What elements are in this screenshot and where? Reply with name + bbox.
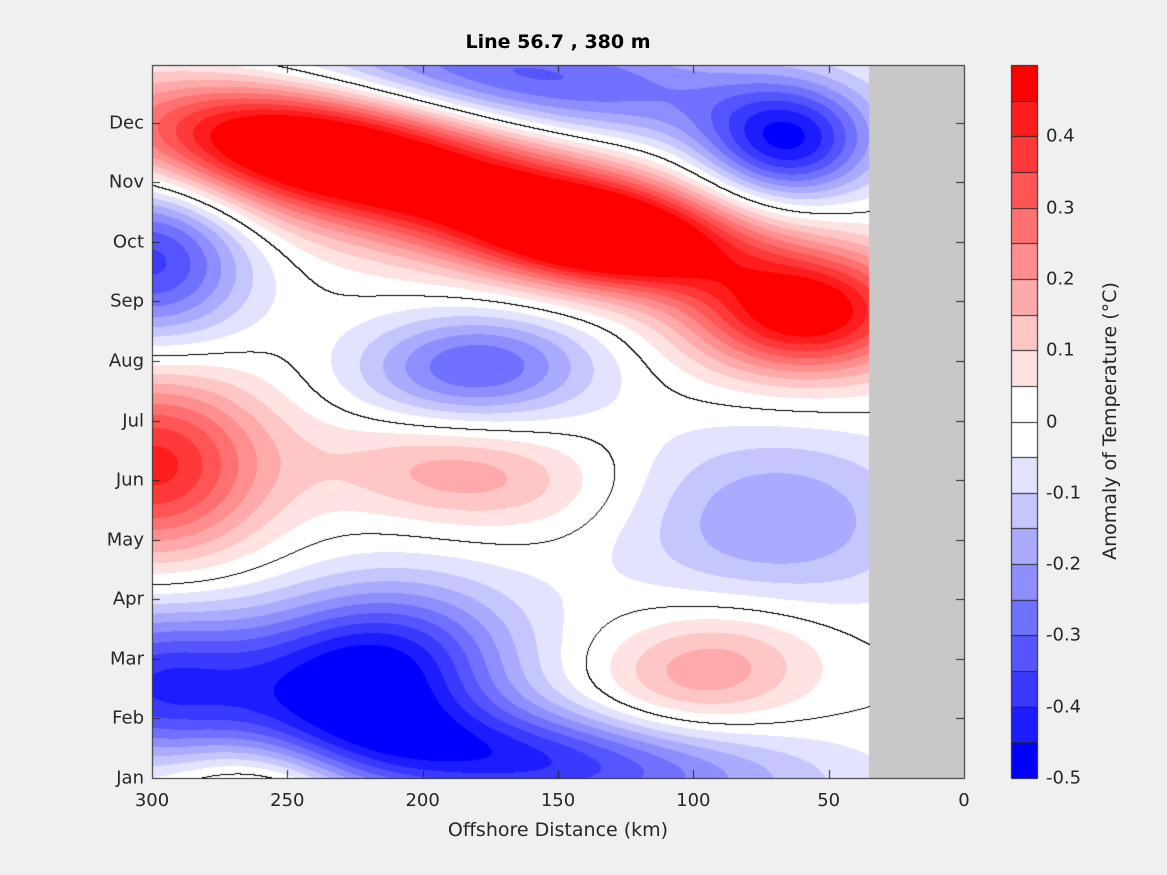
x-tick-label: 250 bbox=[270, 790, 305, 811]
chart-title: Line 56.7 , 380 m bbox=[465, 31, 651, 53]
colorbar-label: Anomaly of Temperature (°C) bbox=[1099, 282, 1121, 560]
y-tick-label: Jun bbox=[115, 469, 144, 491]
colorbar-tick-label: 0 bbox=[1046, 411, 1058, 432]
y-tick-label: Apr bbox=[112, 588, 144, 610]
x-tick-label: 150 bbox=[540, 790, 576, 811]
x-tick-label: 50 bbox=[817, 790, 841, 811]
y-tick-label: Mar bbox=[110, 648, 144, 670]
x-axis-label: Offshore Distance (km) bbox=[447, 819, 669, 841]
colorbar-tick-label: -0.5 bbox=[1046, 767, 1082, 789]
colorbar-tick-label: -0.4 bbox=[1046, 696, 1082, 718]
y-tick-label: May bbox=[106, 529, 144, 551]
y-tick-label: Jul bbox=[122, 410, 144, 432]
x-tick-label: 300 bbox=[134, 790, 170, 811]
y-tick-label: Aug bbox=[108, 350, 144, 372]
y-tick-label: Sep bbox=[110, 290, 144, 312]
colorbar-tick-label: 0.3 bbox=[1046, 197, 1075, 219]
y-tick-label: Feb bbox=[112, 707, 144, 729]
y-tick-label: Jan bbox=[116, 767, 144, 789]
colorbar-tick-label: -0.3 bbox=[1046, 624, 1082, 646]
x-tick-label: 200 bbox=[405, 790, 440, 811]
colorbar-tick-label: -0.2 bbox=[1046, 553, 1082, 575]
colorbar-tick-label: 0.4 bbox=[1046, 125, 1075, 147]
x-tick-label: 100 bbox=[676, 790, 711, 811]
x-tick-label: 0 bbox=[958, 790, 970, 811]
colorbar-tick-label: 0.1 bbox=[1046, 339, 1075, 361]
colorbar-tick-label: -0.1 bbox=[1046, 482, 1082, 504]
colorbar-tick-label: 0.2 bbox=[1046, 268, 1075, 290]
y-tick-label: Oct bbox=[112, 231, 144, 253]
y-tick-label: Nov bbox=[108, 171, 144, 193]
y-tick-label: Dec bbox=[109, 112, 144, 134]
